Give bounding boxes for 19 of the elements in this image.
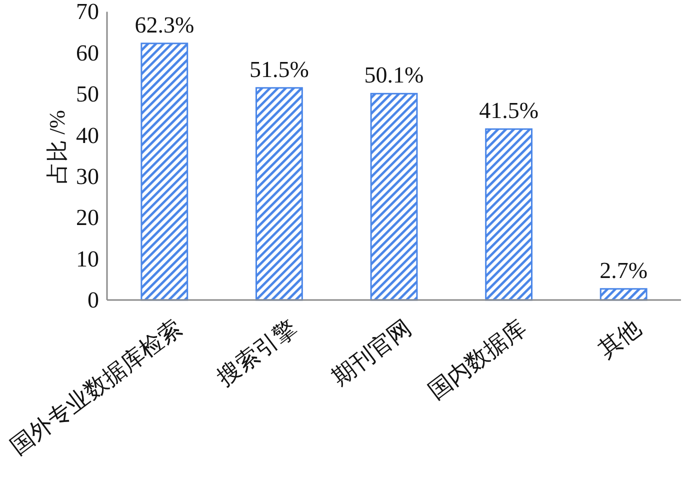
data-label: 50.1%	[364, 62, 424, 88]
x-tick-label: 搜索引擎	[212, 315, 302, 390]
y-tick-label: 40	[76, 122, 99, 148]
y-tick-label: 20	[76, 205, 99, 230]
x-tick-label: 国内数据库	[424, 315, 531, 404]
x-tick-label: 其他	[594, 315, 646, 363]
data-label: 51.5%	[249, 56, 309, 82]
data-label: 41.5%	[479, 98, 539, 124]
y-tick-label: 0	[88, 288, 99, 312]
y-axis-title: 占比 /%	[44, 110, 70, 184]
y-tick-label: 60	[76, 40, 99, 66]
y-tick-label: 50	[76, 82, 99, 107]
data-label: 62.3%	[134, 12, 194, 38]
x-tick-label: 国外专业数据库检索	[6, 315, 186, 460]
y-tick-label: 30	[76, 164, 99, 189]
data-label: 2.7%	[600, 258, 648, 283]
x-tick-label: 期刊官网	[327, 315, 416, 390]
y-tick-label: 10	[76, 246, 99, 272]
y-tick-label: 70	[76, 0, 99, 24]
